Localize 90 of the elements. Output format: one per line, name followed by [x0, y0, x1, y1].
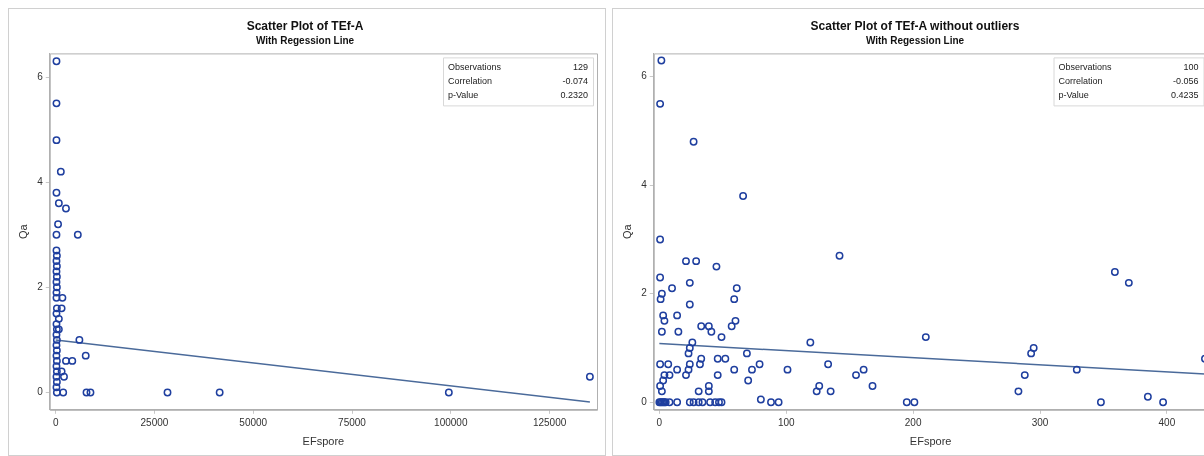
- y-tick-label: 4: [37, 175, 44, 187]
- chart-title: Scatter Plot of TEf-A without outliers: [810, 18, 1020, 33]
- x-tick-label: 200: [904, 416, 922, 428]
- point: [52, 356, 61, 365]
- point: [52, 267, 61, 276]
- x-tick-label: 100: [777, 416, 796, 428]
- point: [52, 346, 61, 355]
- y-axis-title: Qa: [620, 223, 633, 239]
- point: [54, 220, 63, 229]
- point: [56, 167, 65, 176]
- x-tick-label: 25000: [140, 416, 169, 428]
- y-axis-title: Qa: [16, 223, 29, 239]
- x-axis-title: EFspore: [302, 435, 345, 448]
- point: [52, 341, 61, 350]
- point: [60, 372, 68, 381]
- point: [86, 388, 95, 397]
- x-axis-title: EFspore: [909, 435, 952, 448]
- y-tick-label: 2: [641, 287, 648, 299]
- point: [58, 293, 67, 302]
- point: [52, 99, 61, 108]
- point: [52, 230, 61, 239]
- point: [82, 388, 91, 397]
- point: [52, 57, 61, 66]
- point: [444, 388, 453, 397]
- point: [54, 199, 63, 208]
- chart-title: Scatter Plot of TEf-A: [246, 18, 364, 33]
- point: [68, 356, 77, 365]
- y-tick-label: 0: [641, 395, 648, 407]
- point: [62, 204, 70, 213]
- point: [52, 257, 61, 265]
- chart-subtitle: With Regession Line: [255, 35, 355, 47]
- point: [62, 356, 70, 365]
- x-tick-label: 100000: [434, 416, 468, 428]
- point: [52, 362, 61, 371]
- point: [52, 367, 61, 376]
- y-tick-label: 4: [641, 178, 648, 190]
- annotation: p-Value: [448, 89, 479, 100]
- y-tick-label: 2: [37, 281, 44, 293]
- x-tick-label: 0: [656, 416, 663, 428]
- point: [52, 335, 61, 344]
- y-tick-label: 6: [641, 70, 648, 82]
- annotation: -0.074: [562, 75, 588, 86]
- point: [57, 367, 66, 376]
- point: [52, 304, 61, 313]
- point: [52, 246, 61, 255]
- point: [52, 351, 61, 360]
- point: [52, 293, 61, 302]
- point: [163, 388, 172, 397]
- x-tick-label: 75000: [338, 416, 367, 428]
- point: [54, 314, 63, 323]
- x-tick-label: 400: [1158, 416, 1176, 428]
- x-tick-label: 300: [1031, 416, 1049, 428]
- point: [52, 388, 61, 397]
- annotation: 0.4235: [1170, 89, 1199, 100]
- point: [59, 388, 68, 397]
- point: [52, 188, 61, 197]
- annotation: 0.2320: [560, 89, 588, 100]
- point: [75, 335, 84, 344]
- point: [52, 309, 61, 318]
- point: [52, 288, 61, 297]
- x-tick-label: 125000: [532, 416, 567, 428]
- annotation: p-Value: [1058, 89, 1089, 100]
- point: [52, 262, 61, 271]
- point: [215, 388, 224, 397]
- point: [52, 272, 61, 281]
- point: [52, 377, 61, 386]
- point: [52, 320, 61, 329]
- annotation: -0.056: [1172, 75, 1199, 86]
- annotation: Correlation: [1058, 75, 1103, 86]
- point: [57, 304, 66, 313]
- chart-subtitle: With Regession Line: [865, 35, 965, 47]
- point: [585, 372, 594, 381]
- point: [52, 330, 61, 339]
- annotation: Observations: [1058, 61, 1113, 72]
- annotation: 129: [572, 61, 588, 72]
- point: [81, 351, 90, 360]
- annotation: Observations: [448, 61, 502, 72]
- x-tick-label: 0: [52, 416, 59, 428]
- point: [52, 372, 61, 381]
- point: [52, 383, 61, 392]
- point: [73, 230, 82, 239]
- annotation: 100: [1183, 61, 1199, 72]
- y-tick-label: 6: [37, 70, 44, 82]
- y-tick-label: 0: [37, 386, 44, 398]
- annotation: Correlation: [448, 75, 493, 86]
- point: [52, 278, 61, 287]
- x-tick-label: 50000: [239, 416, 268, 428]
- point: [52, 283, 61, 292]
- point: [52, 136, 61, 145]
- point: [52, 251, 61, 260]
